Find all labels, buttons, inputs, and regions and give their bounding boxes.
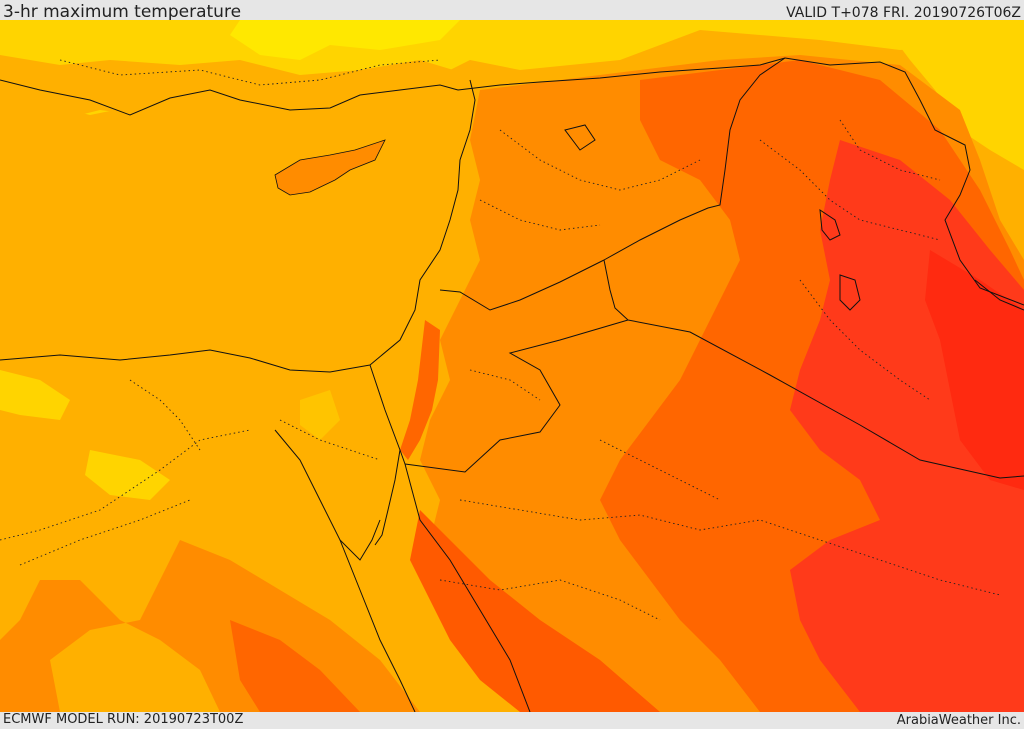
cool-zone-northeast — [880, 20, 1024, 170]
province-line-saudi-2 — [439, 579, 661, 621]
cool-patch-sinai — [300, 390, 340, 440]
coast-red-sea-east — [404, 463, 531, 712]
coast-levant — [369, 79, 476, 366]
valid-time-label: VALID T+078 FRI. 20190726T06Z — [786, 5, 1021, 20]
temperature-map[interactable] — [0, 20, 1024, 712]
cool-patch-egypt-north — [0, 370, 70, 420]
model-run-label: ECMWF MODEL RUN: 20190723T00Z — [3, 712, 244, 727]
coast-gulf-aqaba — [374, 449, 401, 546]
border-iran-iraq — [784, 57, 1024, 306]
province-line-egypt-1 — [0, 429, 251, 541]
footer-bar: ECMWF MODEL RUN: 20190723T00Z ArabiaWeat… — [0, 712, 1024, 729]
province-line-turkey — [59, 59, 441, 86]
lake-tharthar — [819, 208, 841, 241]
coast-gulf-north — [974, 279, 1024, 311]
border-iraq-saudi — [627, 319, 1024, 479]
cool-zone-north-bright — [230, 20, 460, 60]
border-syria-iraq — [603, 57, 786, 261]
border-jordan-saudi — [404, 319, 629, 473]
land-turkey — [0, 55, 500, 120]
province-line-iraq-2 — [799, 279, 931, 401]
cyprus-island — [274, 139, 386, 196]
coast-turkey-south — [0, 79, 459, 116]
province-line-jordan — [469, 369, 541, 401]
province-boundaries — [0, 59, 1001, 621]
header-bar: 3-hr maximum temperature VALID T+078 FRI… — [0, 0, 1024, 20]
province-line-saudi-1 — [459, 499, 1001, 596]
border-egypt-israel — [369, 364, 406, 465]
province-line-iraq-1 — [759, 139, 941, 241]
province-line-egypt-2 — [19, 499, 191, 566]
province-line-syria-1 — [499, 129, 701, 191]
jordan-valley-warm — [400, 320, 440, 460]
border-jordan-iraq — [603, 259, 629, 321]
coast-egypt-north — [0, 349, 371, 373]
hot-zone-red-sea-coast — [410, 510, 660, 712]
border-turkey-syria — [457, 57, 786, 91]
hot-zone-egypt-south — [230, 620, 360, 712]
province-line-egypt-3 — [129, 379, 201, 451]
map-canvas — [0, 20, 1024, 712]
province-line-iraq-3 — [839, 119, 941, 181]
hottest-core-east — [925, 250, 1024, 490]
country-borders — [0, 57, 1024, 712]
lake-razzaza — [839, 274, 861, 311]
cool-patch-egypt-mid — [85, 450, 170, 500]
coast-red-sea-west — [339, 539, 416, 712]
credit-label: ArabiaWeather Inc. — [896, 713, 1021, 728]
map-title: 3-hr maximum temperature — [3, 2, 242, 20]
border-syria-jordan — [439, 259, 605, 311]
lake-assad — [564, 124, 596, 151]
